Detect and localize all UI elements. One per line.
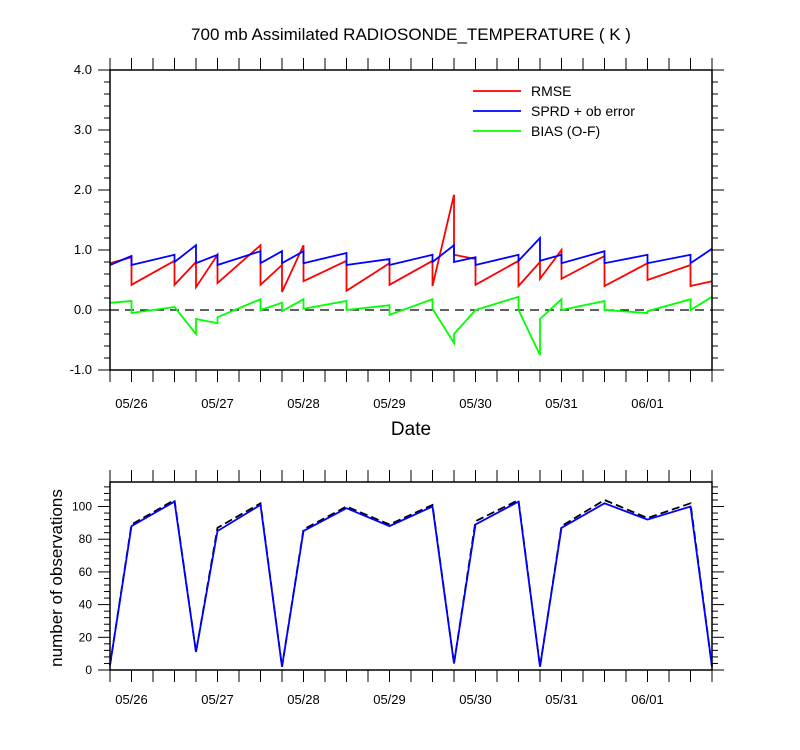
x-tick-label: 05/29	[373, 692, 406, 707]
y-tick-label: 100	[72, 500, 92, 514]
chart-title: 700 mb Assimilated RADIOSONDE_TEMPERATUR…	[191, 25, 631, 44]
x-tick-label: 05/26	[115, 396, 148, 411]
x-axis-label: Date	[391, 419, 431, 440]
bottom-axis-ticks: 0 20 40 60 80 100 05/26 05/27 05/28 05/29 05/30 05/…	[72, 470, 724, 707]
y-tick-label: 4.0	[74, 62, 92, 77]
x-tick-label: 05/26	[115, 692, 148, 707]
x-tick-label: 05/28	[287, 692, 320, 707]
y-tick-label: 40	[79, 598, 93, 612]
legend-label-sprd-ob-error: SPRD + ob error	[531, 103, 635, 119]
bottom-chart: 0 20 40 60 80 100 05/26 05/27 05/28 05/29 05/30 05/…	[47, 470, 724, 707]
x-tick-label: 05/29	[373, 396, 406, 411]
top-chart: 700 mb Assimilated RADIOSONDE_TEMPERATUR…	[70, 25, 724, 440]
y-tick-label: 3.0	[74, 122, 92, 137]
top-series-sprd-ob-error	[109, 235, 713, 267]
top-series-rmse	[109, 194, 713, 293]
legend-label-rmse: RMSE	[531, 83, 571, 99]
x-tick-label: 05/31	[545, 692, 578, 707]
bottom-series-group	[109, 498, 713, 667]
x-tick-label: 05/30	[459, 692, 492, 707]
x-tick-label: 05/28	[287, 396, 320, 411]
legend: RMSE SPRD + ob error BIAS (O-F)	[473, 83, 635, 139]
legend-label-bias-o-f: BIAS (O-F)	[531, 123, 600, 139]
y-tick-label: 60	[79, 565, 93, 579]
y-tick-label: -1.0	[70, 362, 92, 377]
y-tick-label: 0.0	[74, 302, 92, 317]
top-axis-ticks: -1.0 0.0 1.0 2.0 3.0 4.0 05/26 05/27 05/28 05/29 0…	[70, 58, 724, 411]
y-tick-label: 0	[85, 663, 92, 677]
top-series-bias-o-f	[109, 295, 713, 356]
y-tick-label: 20	[79, 630, 93, 644]
x-tick-label: 05/30	[459, 396, 492, 411]
y-tick-label: 80	[79, 532, 93, 546]
bottom-series-assimilated-observations	[109, 500, 713, 667]
x-tick-label: 06/01	[631, 692, 664, 707]
y-axis-label: number of observations	[47, 489, 66, 667]
x-tick-label: 05/27	[201, 396, 234, 411]
y-tick-label: 1.0	[74, 242, 92, 257]
top-plot-frame	[109, 69, 713, 371]
x-tick-label: 05/31	[545, 396, 578, 411]
x-tick-label: 05/27	[201, 692, 234, 707]
x-tick-label: 06/01	[631, 396, 664, 411]
top-series-group	[109, 194, 713, 356]
y-tick-label: 2.0	[74, 182, 92, 197]
bottom-plot-frame	[109, 481, 713, 671]
bottom-series-possible-observations	[109, 498, 713, 667]
